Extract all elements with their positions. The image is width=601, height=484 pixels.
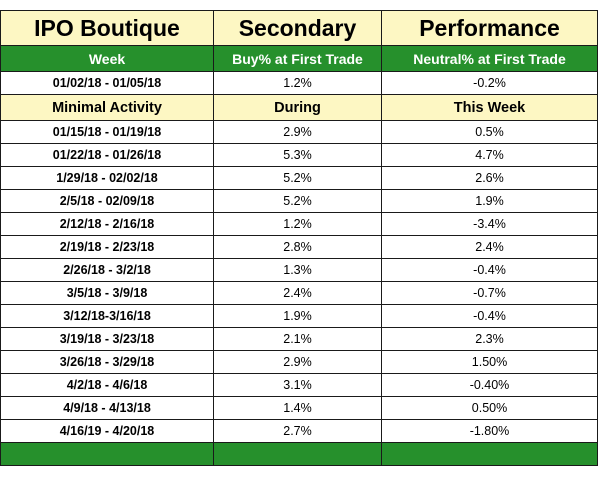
- table-row: 4/16/19 - 4/20/18 2.7% -1.80%: [0, 419, 598, 443]
- buy-cell: 5.2%: [213, 189, 382, 213]
- table-row: 3/5/18 - 3/9/18 2.4% -0.7%: [0, 281, 598, 305]
- week-cell: 3/26/18 - 3/29/18: [0, 350, 214, 374]
- neutral-cell: -3.4%: [381, 212, 598, 236]
- week-cell: 01/02/18 - 01/05/18: [0, 71, 214, 95]
- buy-cell: 2.8%: [213, 235, 382, 259]
- week-cell: 4/2/18 - 4/6/18: [0, 373, 214, 397]
- column-header-neutral: Neutral% at First Trade: [381, 45, 598, 72]
- neutral-cell: -1.80%: [381, 419, 598, 443]
- neutral-cell: 2.6%: [381, 166, 598, 190]
- buy-cell: 2.9%: [213, 120, 382, 144]
- neutral-cell: 1.9%: [381, 189, 598, 213]
- minimal-activity-this-week: This Week: [381, 94, 598, 121]
- minimal-activity-row: Minimal Activity During This Week: [0, 94, 598, 121]
- neutral-cell: 2.3%: [381, 327, 598, 351]
- buy-cell: 3.1%: [213, 373, 382, 397]
- buy-cell: 2.9%: [213, 350, 382, 374]
- footer-cell: [381, 442, 598, 466]
- minimal-activity-during: During: [213, 94, 382, 121]
- week-cell: 3/12/18-3/16/18: [0, 304, 214, 328]
- week-cell: 01/22/18 - 01/26/18: [0, 143, 214, 167]
- buy-cell: 5.3%: [213, 143, 382, 167]
- buy-cell: 1.2%: [213, 71, 382, 95]
- minimal-activity-label: Minimal Activity: [0, 94, 214, 121]
- week-cell: 1/29/18 - 02/02/18: [0, 166, 214, 190]
- neutral-cell: 2.4%: [381, 235, 598, 259]
- week-cell: 4/16/19 - 4/20/18: [0, 419, 214, 443]
- buy-cell: 1.2%: [213, 212, 382, 236]
- table-row: 01/22/18 - 01/26/18 5.3% 4.7%: [0, 143, 598, 167]
- column-header-week: Week: [0, 45, 214, 72]
- buy-cell: 2.4%: [213, 281, 382, 305]
- week-cell: 2/26/18 - 3/2/18: [0, 258, 214, 282]
- header-ipo-boutique: IPO Boutique: [0, 10, 214, 46]
- week-cell: 2/12/18 - 2/16/18: [0, 212, 214, 236]
- neutral-cell: 1.50%: [381, 350, 598, 374]
- neutral-cell: 4.7%: [381, 143, 598, 167]
- table-row: 1/29/18 - 02/02/18 5.2% 2.6%: [0, 166, 598, 190]
- title-row: IPO Boutique Secondary Performance: [0, 10, 598, 46]
- week-cell: 2/19/18 - 2/23/18: [0, 235, 214, 259]
- neutral-cell: 0.5%: [381, 120, 598, 144]
- buy-cell: 5.2%: [213, 166, 382, 190]
- table-row: 01/15/18 - 01/19/18 2.9% 0.5%: [0, 120, 598, 144]
- week-cell: 3/19/18 - 3/23/18: [0, 327, 214, 351]
- buy-cell: 1.3%: [213, 258, 382, 282]
- buy-cell: 1.9%: [213, 304, 382, 328]
- neutral-cell: -0.4%: [381, 258, 598, 282]
- buy-cell: 1.4%: [213, 396, 382, 420]
- buy-cell: 2.7%: [213, 419, 382, 443]
- table-row: 2/19/18 - 2/23/18 2.8% 2.4%: [0, 235, 598, 259]
- table-row: 3/12/18-3/16/18 1.9% -0.4%: [0, 304, 598, 328]
- week-cell: 2/5/18 - 02/09/18: [0, 189, 214, 213]
- table-row: 2/5/18 - 02/09/18 5.2% 1.9%: [0, 189, 598, 213]
- neutral-cell: 0.50%: [381, 396, 598, 420]
- table-row: 01/02/18 - 01/05/18 1.2% -0.2%: [0, 71, 598, 95]
- week-cell: 3/5/18 - 3/9/18: [0, 281, 214, 305]
- footer-cell: [0, 442, 214, 466]
- neutral-cell: -0.7%: [381, 281, 598, 305]
- neutral-cell: -0.2%: [381, 71, 598, 95]
- table-row: 2/26/18 - 3/2/18 1.3% -0.4%: [0, 258, 598, 282]
- week-cell: 01/15/18 - 01/19/18: [0, 120, 214, 144]
- week-cell: 4/9/18 - 4/13/18: [0, 396, 214, 420]
- column-header-buy: Buy% at First Trade: [213, 45, 382, 72]
- footer-cell: [213, 442, 382, 466]
- table-row: 3/19/18 - 3/23/18 2.1% 2.3%: [0, 327, 598, 351]
- table-row: 3/26/18 - 3/29/18 2.9% 1.50%: [0, 350, 598, 374]
- neutral-cell: -0.4%: [381, 304, 598, 328]
- column-header-row: Week Buy% at First Trade Neutral% at Fir…: [0, 45, 598, 72]
- neutral-cell: -0.40%: [381, 373, 598, 397]
- table-row: 2/12/18 - 2/16/18 1.2% -3.4%: [0, 212, 598, 236]
- footer-row: [0, 442, 598, 466]
- header-secondary: Secondary: [213, 10, 382, 46]
- table-row: 4/9/18 - 4/13/18 1.4% 0.50%: [0, 396, 598, 420]
- ipo-performance-table: IPO Boutique Secondary Performance Week …: [0, 10, 598, 466]
- table-row: 4/2/18 - 4/6/18 3.1% -0.40%: [0, 373, 598, 397]
- header-performance: Performance: [381, 10, 598, 46]
- buy-cell: 2.1%: [213, 327, 382, 351]
